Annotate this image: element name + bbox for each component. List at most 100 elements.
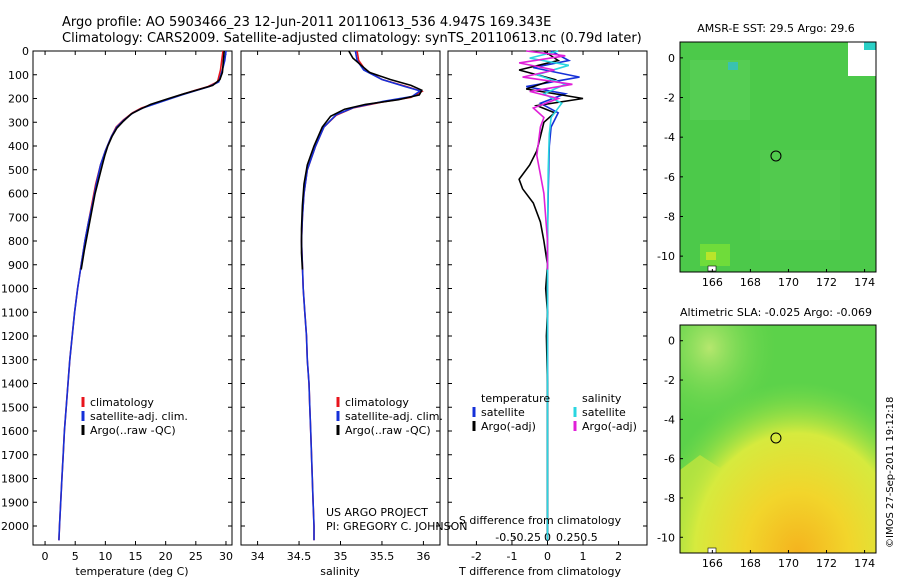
figure-title-line2: Climatology: CARS2009. Satellite-adjuste… [62, 31, 642, 46]
data-lines [58, 50, 584, 541]
y-tick-label: 200 [8, 93, 29, 106]
y-tick-label: 2000 [1, 520, 29, 533]
map-x-tick-label: 172 [816, 276, 837, 289]
map-x-tick-label: 168 [740, 276, 761, 289]
x-tick-label: 35.5 [370, 550, 395, 563]
sst-map-title: AMSR-E SST: 29.5 Argo: 29.6 [697, 22, 855, 35]
map-x-tick-label: 168 [740, 557, 761, 570]
series-line-satellite-adj-clim- [58, 50, 227, 541]
map-x-tick-label: 166 [702, 276, 723, 289]
x-tick-label: 0 [544, 550, 551, 563]
y-tick-label: 1400 [1, 378, 29, 391]
sla-warm-core [680, 325, 876, 553]
map-y-tick-label: 0 [668, 335, 675, 348]
axis-ticks: 0100200300400500600700800900100011001200… [1, 45, 647, 563]
x-tick-label: 0 [42, 550, 49, 563]
y-tick-label: 1900 [1, 496, 29, 509]
sst-patch [690, 60, 750, 120]
x-tick-label: 20 [159, 550, 173, 563]
y-tick-label: 1100 [1, 306, 29, 319]
x-tick-label: 34.5 [287, 550, 312, 563]
x-tick-label: 36 [416, 550, 430, 563]
y-tick-label: 100 [8, 69, 29, 82]
x-tick-label: 35 [334, 550, 348, 563]
x-tick-label: -2 [471, 550, 482, 563]
x-tick-label: 10 [98, 550, 112, 563]
legend-salinity: climatology satellite-adj. clim. Argo(..… [336, 396, 443, 437]
salinity-axes [240, 50, 441, 546]
y-tick-label: 1200 [1, 330, 29, 343]
y-tick-label: 800 [8, 235, 29, 248]
map-x-tick-label: 170 [778, 276, 799, 289]
series-line-satellite-adj-clim- [300, 50, 422, 541]
sst-patch [706, 252, 716, 260]
y-tick-label: 400 [8, 140, 29, 153]
legend-label: satellite-adj. clim. [90, 410, 188, 423]
x-tick-label: 30 [219, 550, 233, 563]
y-tick-label: 1600 [1, 425, 29, 438]
legend-label: satellite [481, 406, 525, 419]
figure-title-line1: Argo profile: AO 5903466_23 12-Jun-2011 … [62, 15, 551, 30]
s-tick-label: -0.25 [513, 531, 541, 544]
sst-argo-marker [770, 150, 782, 162]
salinity-xlabel: salinity [320, 565, 360, 578]
map-y-tick-label: -2 [664, 92, 675, 105]
legend-difference: temperature salinity satellite Argo(-adj… [472, 392, 637, 433]
map-y-tick-label: -10 [657, 531, 675, 544]
map-x-tick-label: 174 [854, 276, 875, 289]
sst-ticks: 166 168 170 172 174 0 -2 -4 -6 -8 -10 [657, 52, 875, 289]
map-y-tick-label: -4 [664, 131, 675, 144]
y-tick-label: 700 [8, 211, 29, 224]
sla-ticks: 166 168 170 172 174 0 -2 -4 -6 -8 -10 [657, 335, 875, 570]
series-line-argo-raw-qc- [80, 50, 225, 270]
temperature-xlabel: temperature (deg C) [75, 565, 188, 578]
map-y-tick-label: -4 [664, 413, 675, 426]
x-tick-label: 1 [580, 550, 587, 563]
credits-pi: PI: GREGORY C. JOHNSON [326, 520, 467, 533]
map-y-tick-label: -6 [664, 171, 675, 184]
y-tick-label: 1300 [1, 354, 29, 367]
sst-warm-cell [728, 62, 738, 70]
series-line-salinity-satellite [529, 50, 570, 541]
sla-map-title: Altimetric SLA: -0.025 Argo: -0.069 [680, 306, 872, 319]
map-x-tick-label: 166 [702, 557, 723, 570]
y-tick-label: 1500 [1, 401, 29, 414]
s-tick-label: -0.5 [495, 531, 516, 544]
sst-frame [679, 41, 877, 273]
y-tick-label: 1800 [1, 473, 29, 486]
map-y-tick-label: -8 [664, 492, 675, 505]
x-tick-label: 15 [129, 550, 143, 563]
legend-header-temperature: temperature [481, 392, 550, 405]
y-tick-label: 1700 [1, 449, 29, 462]
map-y-tick-label: -8 [664, 210, 675, 223]
legend-label: Argo(..raw -QC) [345, 424, 431, 437]
map-y-tick-label: -6 [664, 453, 675, 466]
map-y-tick-label: -10 [657, 250, 675, 263]
y-tick-label: 1000 [1, 283, 29, 296]
difference-xlabel-top: S difference from climatology [459, 514, 622, 527]
sla-frame [679, 324, 877, 554]
s-tick-label: 0.5 [580, 531, 598, 544]
legend-label: Argo(-adj) [481, 420, 536, 433]
y-tick-label: 600 [8, 188, 29, 201]
series-line-argo-raw-qc- [300, 50, 423, 270]
credits-project: US ARGO PROJECT [326, 506, 428, 519]
temperature-axes [32, 50, 233, 546]
x-tick-label: 5 [72, 550, 79, 563]
map-x-tick-label: 174 [854, 557, 875, 570]
series-line-temperature-argo-adj- [518, 50, 584, 541]
map-y-tick-label: -2 [664, 374, 675, 387]
x-tick-label: 2 [615, 550, 622, 563]
x-tick-label: 25 [189, 550, 203, 563]
legend-label: climatology [345, 396, 409, 409]
series-line-salinity-argo-adj- [518, 50, 573, 270]
sst-patch [760, 150, 840, 240]
sla-map: 166 168 170 172 174 0 -2 -4 -6 -8 -10 [657, 324, 877, 570]
y-tick-label: 300 [8, 116, 29, 129]
map-x-tick-label: 172 [816, 557, 837, 570]
series-line-climatology [58, 50, 224, 541]
difference-xlabel: T difference from climatology [458, 565, 621, 578]
timestamp: ©IMOS 27-Sep-2011 19:12:18 [885, 397, 896, 548]
legend-header-salinity: salinity [582, 392, 622, 405]
